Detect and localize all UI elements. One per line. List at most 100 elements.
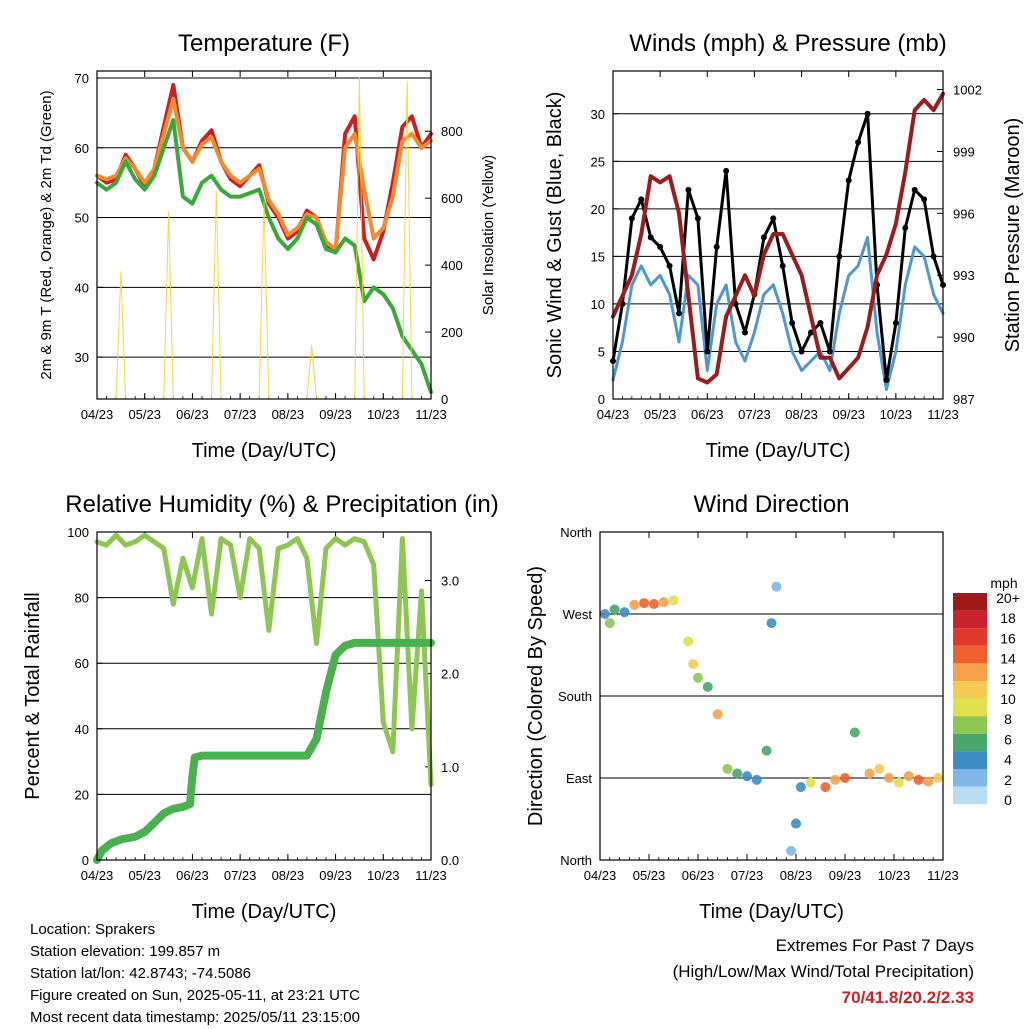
x-tick-label: 08/23 xyxy=(780,868,813,883)
gust-point xyxy=(921,196,928,203)
y2-tick-label: 987 xyxy=(953,392,975,407)
direction-point xyxy=(742,771,752,782)
direction-point xyxy=(732,768,743,779)
legend-label: 6 xyxy=(1004,731,1012,747)
extremes-title: Extremes For Past 7 Days xyxy=(775,936,974,955)
legend-swatch xyxy=(953,769,987,787)
latest-timestamp: Most recent data timestamp: 2025/05/11 2… xyxy=(30,1009,360,1026)
direction-point xyxy=(884,773,895,783)
direction-point xyxy=(668,595,679,606)
direction-point xyxy=(761,745,772,756)
panel-3-title: Relative Humidity (%) & Precipitation (i… xyxy=(65,491,498,518)
y2-tick-label: 990 xyxy=(953,330,975,345)
y-tick-label: 30 xyxy=(75,350,89,365)
x-tick-label: 06/23 xyxy=(691,407,724,422)
direction-point xyxy=(923,776,934,787)
y-tick-label: 100 xyxy=(67,525,89,540)
y2-tick-label: 0.0 xyxy=(441,853,459,868)
y-tick-label: 5 xyxy=(598,344,605,359)
direction-point xyxy=(683,636,694,647)
gust-point xyxy=(798,348,805,355)
gust-point xyxy=(836,253,843,260)
x-tick-label: 09/23 xyxy=(319,868,352,883)
y-tick-label: 30 xyxy=(591,107,605,122)
x-tick-label: 10/23 xyxy=(880,407,913,422)
gust-point xyxy=(883,376,890,383)
panel-1-xlabel: Time (Day/UTC) xyxy=(192,440,337,462)
figure-created: Figure created on Sun, 2025-05-11, at 23… xyxy=(30,987,360,1004)
direction-point xyxy=(688,659,699,670)
y-tick-label: 60 xyxy=(75,656,89,671)
legend-swatch xyxy=(953,645,987,664)
direction-point xyxy=(795,782,806,793)
extremes-subtitle: (High/Low/Max Wind/Total Precipitation) xyxy=(672,962,974,981)
gust-point xyxy=(676,310,682,317)
panel-2-y2label: Station Pressure (Maroon) xyxy=(1002,118,1024,353)
gust-point xyxy=(685,186,692,193)
panel-4-title: Wind Direction xyxy=(693,491,849,518)
y-tick-label: 15 xyxy=(591,249,605,264)
series-2m-td xyxy=(95,117,433,394)
direction-point xyxy=(648,598,659,609)
legend-label: 0 xyxy=(1004,792,1012,808)
series-sonic-wind xyxy=(611,235,945,391)
legend-swatch xyxy=(953,681,987,699)
legend-title: mph xyxy=(990,575,1017,591)
x-tick-label: 06/23 xyxy=(176,407,209,422)
gust-point xyxy=(657,243,664,250)
y-tick-label: 0 xyxy=(82,853,89,868)
direction-point xyxy=(933,773,944,783)
legend-label: 20+ xyxy=(996,590,1020,606)
legend-label: 18 xyxy=(1000,610,1016,626)
direction-point xyxy=(604,618,615,629)
x-tick-label: 06/23 xyxy=(682,868,715,883)
direction-point xyxy=(830,774,841,785)
x-tick-label: 07/23 xyxy=(224,407,257,422)
legend-label: 16 xyxy=(1000,630,1016,646)
y-tick-label: North xyxy=(560,525,592,540)
y2-tick-label: 999 xyxy=(953,144,975,159)
series-gust xyxy=(611,112,945,382)
x-tick-label: 09/23 xyxy=(319,407,352,422)
direction-point xyxy=(903,771,914,782)
y-tick-label: East xyxy=(566,771,592,786)
legend-swatch xyxy=(953,716,987,734)
gust-point xyxy=(760,234,767,241)
x-tick-label: 10/23 xyxy=(367,407,400,422)
direction-point xyxy=(805,777,816,788)
x-tick-label: 10/23 xyxy=(878,868,911,883)
plot-frame xyxy=(612,70,944,400)
y-tick-label: 60 xyxy=(75,141,89,156)
y-tick-label: 70 xyxy=(75,71,89,86)
gust-point xyxy=(647,234,654,241)
x-tick-label: 10/23 xyxy=(367,868,400,883)
panel-3-ylabel: Percent & Total Rainfall xyxy=(22,592,44,800)
direction-point xyxy=(791,818,801,829)
x-tick-label: 05/23 xyxy=(128,868,161,883)
y-tick-label: West xyxy=(563,607,593,622)
gust-point xyxy=(742,329,748,336)
direction-point xyxy=(658,597,669,608)
gust-point xyxy=(911,186,918,193)
gust-point xyxy=(789,319,796,326)
gust-point xyxy=(694,215,701,222)
legend-label: 2 xyxy=(1004,772,1012,788)
x-tick-label: 07/23 xyxy=(738,407,771,422)
x-tick-label: 09/23 xyxy=(832,407,865,422)
series-9m-t xyxy=(95,96,433,251)
panel-4-ylabel: Direction (Colored By Speed) xyxy=(525,566,547,826)
gust-point xyxy=(723,167,730,174)
direction-point xyxy=(702,681,713,692)
y2-tick-label: 2.0 xyxy=(441,667,459,682)
y-tick-label: 20 xyxy=(591,202,605,217)
station-location: Location: Sprakers xyxy=(30,921,156,938)
gust-point xyxy=(704,348,711,355)
x-tick-label: 11/23 xyxy=(927,868,959,883)
direction-point xyxy=(913,774,924,785)
gust-point xyxy=(770,215,777,222)
direction-point xyxy=(849,727,860,738)
legend-swatch xyxy=(953,733,987,752)
x-tick-label: 08/23 xyxy=(785,407,818,422)
station-info: Location: Sprakers Station elevation: 19… xyxy=(30,919,360,1029)
